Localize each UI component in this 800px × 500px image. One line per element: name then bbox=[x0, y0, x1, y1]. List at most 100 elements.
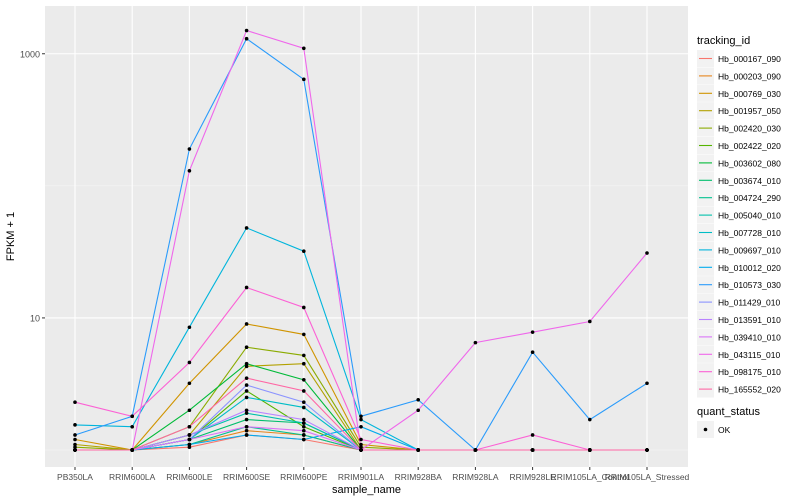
legend-color-title: tracking_id bbox=[697, 35, 750, 47]
legend-label: Hb_004724_290 bbox=[718, 193, 781, 203]
data-point bbox=[244, 424, 249, 429]
y-tick-label: 10 bbox=[30, 313, 40, 323]
data-point bbox=[244, 345, 249, 350]
grid-major bbox=[45, 6, 688, 467]
data-point bbox=[244, 226, 249, 230]
data-point bbox=[416, 397, 421, 402]
data-point bbox=[73, 433, 77, 437]
legend-label: Hb_013591_010 bbox=[718, 315, 781, 325]
x-tick-label: RRIM600LA bbox=[109, 472, 156, 482]
data-point bbox=[187, 433, 192, 437]
legend-label: Hb_007728_010 bbox=[718, 228, 781, 238]
data-point bbox=[244, 395, 249, 400]
data-point bbox=[187, 381, 192, 386]
data-point bbox=[473, 340, 478, 345]
data-point bbox=[302, 437, 306, 442]
data-point bbox=[244, 322, 249, 326]
data-point bbox=[73, 400, 77, 405]
data-point bbox=[302, 249, 306, 253]
x-tick-label: RRIM600LE bbox=[166, 472, 213, 482]
x-tick-label: RRIM928LE bbox=[509, 472, 556, 482]
legend-shape-items: OK bbox=[697, 421, 731, 438]
data-point bbox=[73, 423, 77, 427]
y-axis: 1000 10 bbox=[20, 49, 45, 323]
data-point bbox=[645, 251, 649, 255]
data-point bbox=[187, 445, 192, 450]
data-point bbox=[302, 424, 306, 429]
data-point bbox=[302, 428, 306, 433]
legend-label: Hb_000167_090 bbox=[718, 54, 781, 64]
data-point bbox=[530, 433, 535, 437]
data-point bbox=[302, 405, 306, 410]
data-point bbox=[359, 448, 363, 452]
data-point bbox=[359, 445, 363, 450]
legend-items: Hb_000167_090 Hb_000203_090 Hb_000769_030 H… bbox=[697, 50, 781, 398]
data-point bbox=[244, 433, 249, 437]
data-point bbox=[130, 448, 134, 452]
legend-label: Hb_000769_030 bbox=[718, 89, 781, 99]
data-point bbox=[302, 46, 306, 51]
data-point bbox=[530, 350, 535, 355]
data-point bbox=[302, 389, 306, 393]
data-point bbox=[473, 448, 478, 452]
y-axis-title: FPKM + 1 bbox=[5, 212, 17, 261]
legend-label: Hb_039410_010 bbox=[718, 332, 781, 342]
data-point bbox=[302, 77, 306, 82]
data-point bbox=[244, 389, 249, 393]
legend-label: Hb_001957_050 bbox=[718, 106, 781, 116]
legend-label: Hb_165552_020 bbox=[718, 385, 781, 395]
data-point bbox=[244, 417, 249, 422]
x-tick-label: RRIM901LA bbox=[338, 472, 385, 482]
data-point bbox=[645, 448, 649, 452]
data-point bbox=[73, 448, 77, 452]
data-point bbox=[302, 400, 306, 405]
x-tick-label: RRIM928LA bbox=[452, 472, 499, 482]
data-point bbox=[302, 433, 306, 437]
x-tick-label: RRIM600SE bbox=[223, 472, 271, 482]
data-point bbox=[302, 421, 306, 425]
legend-label: Hb_043115_010 bbox=[718, 350, 781, 360]
data-point bbox=[302, 417, 306, 422]
data-point bbox=[187, 442, 192, 447]
data-point bbox=[588, 417, 592, 422]
data-point bbox=[530, 448, 535, 452]
data-point bbox=[187, 424, 192, 429]
data-point bbox=[302, 305, 306, 310]
legend-label: Hb_005040_010 bbox=[718, 211, 781, 221]
legend-label: Hb_000203_090 bbox=[718, 71, 781, 81]
legend-label: Hb_003674_010 bbox=[718, 176, 781, 186]
legend-label: Hb_002422_020 bbox=[718, 141, 781, 151]
legend: tracking_id Hb_000167_090Hb_000203_090Hb… bbox=[697, 35, 781, 438]
data-point bbox=[302, 332, 306, 337]
data-point bbox=[244, 428, 249, 433]
x-tick-label: RRIM105LA_Stressed bbox=[605, 472, 690, 482]
data-point bbox=[244, 364, 249, 369]
points-layer bbox=[73, 28, 649, 452]
data-point bbox=[73, 437, 77, 442]
data-point bbox=[359, 442, 363, 447]
data-point bbox=[130, 414, 134, 419]
legend-shape-label: OK bbox=[718, 425, 731, 435]
x-axis: PB350LA RRIM600LA RRIM600LE RRIM600SE RRIM60… bbox=[57, 467, 690, 482]
data-point bbox=[130, 424, 134, 429]
data-point bbox=[187, 360, 192, 365]
data-point bbox=[244, 376, 249, 380]
legend-label: Hb_098175_010 bbox=[718, 367, 781, 377]
y-tick-label: 1000 bbox=[20, 49, 40, 59]
data-point bbox=[73, 442, 77, 447]
data-point bbox=[302, 353, 306, 358]
data-point bbox=[244, 408, 249, 413]
data-point bbox=[244, 411, 249, 415]
data-point bbox=[187, 147, 192, 151]
data-point bbox=[244, 36, 249, 41]
legend-shape-title: quant_status bbox=[697, 406, 760, 418]
data-point bbox=[530, 330, 535, 334]
data-point bbox=[416, 448, 421, 452]
data-point bbox=[359, 417, 363, 422]
plot-panel bbox=[45, 6, 688, 467]
legend-label: Hb_010573_030 bbox=[718, 280, 781, 290]
data-point bbox=[73, 445, 77, 450]
data-point bbox=[359, 424, 363, 429]
data-point bbox=[588, 448, 592, 452]
